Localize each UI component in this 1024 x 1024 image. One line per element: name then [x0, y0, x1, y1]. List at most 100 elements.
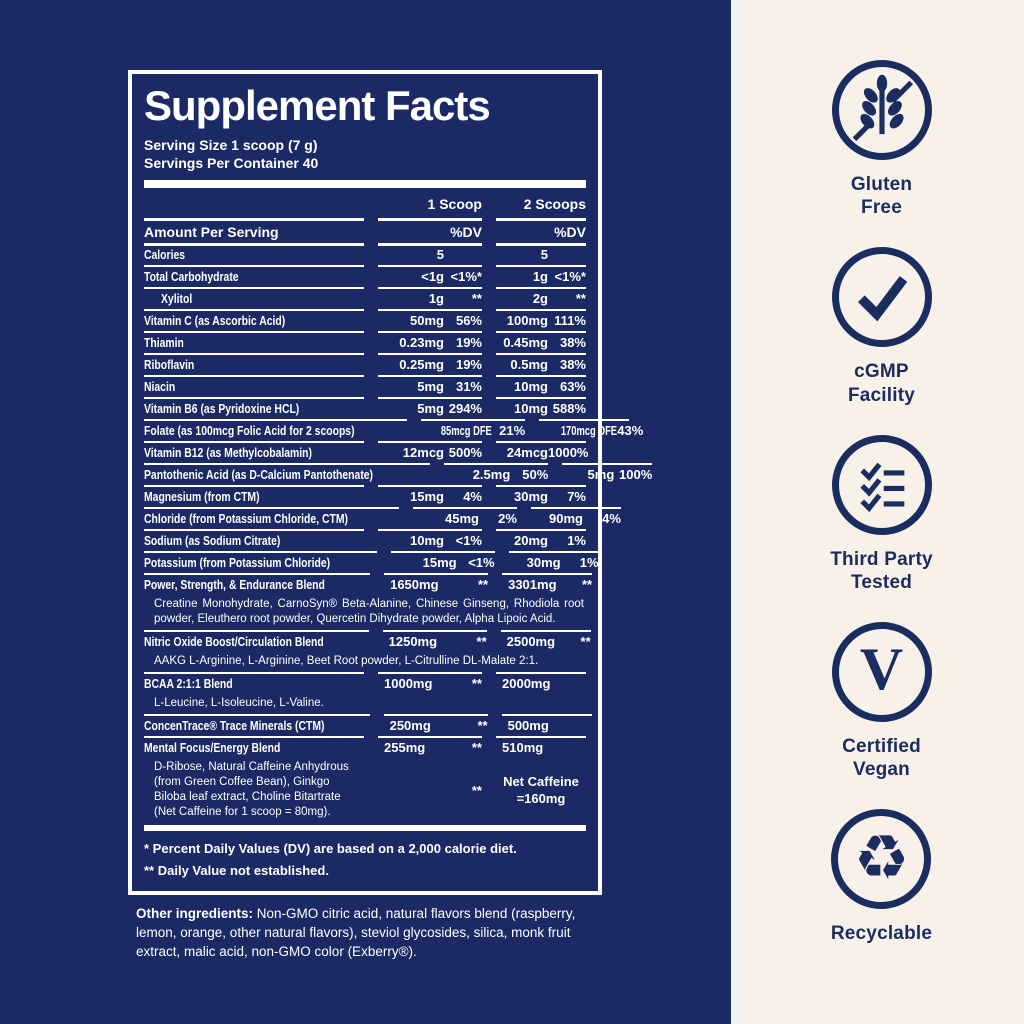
blend-row: Power, Strength, & Endurance Blend 1650m… — [144, 573, 593, 595]
scoop1-dv: ** — [471, 676, 482, 692]
scoop1-amount: 5 — [436, 247, 444, 263]
footnote-divider-bar — [144, 824, 586, 831]
scoop2-amount: 0.45mg — [503, 335, 548, 351]
blend-ingredients: AAKG L-Arginine, L-Arginine, Beet Root p… — [154, 655, 539, 668]
blend-group: Nitric Oxide Boost/Circulation Blend 125… — [144, 630, 591, 672]
scoop1-header: 1 Scoop — [427, 196, 482, 213]
amount-header-row: Amount Per Serving %DV %DV — [144, 218, 586, 247]
badge-label: cGMP Facility — [847, 361, 916, 406]
blend-rows: Power, Strength, & Endurance Blend 1650m… — [144, 573, 593, 822]
scoop2-dv: 7% — [567, 489, 586, 505]
blend-group: Mental Focus/Energy Blend 255mg ** 510mg … — [144, 736, 586, 822]
scoop1-dv: 19% — [455, 357, 482, 373]
blend-group: Power, Strength, & Endurance Blend 1650m… — [144, 573, 593, 630]
dv2-header: %DV — [496, 218, 586, 247]
badge-recyclable: ♻ Recyclable — [831, 809, 932, 945]
scoop1-dv: 19% — [455, 335, 482, 351]
nutrient-label: Riboflavin — [144, 357, 195, 373]
scoop2-amount: 100mg — [506, 313, 548, 329]
divider-strip — [731, 0, 739, 1024]
scoop1-dv: 21% — [499, 423, 526, 439]
nutrient-label: Pantothenic Acid (as D-Calcium Pantothen… — [144, 467, 374, 483]
nutrient-label: Sodium (as Sodium Citrate) — [144, 533, 281, 549]
scoop1-amount: <1g — [421, 269, 444, 285]
scoop1-dv: 294% — [448, 401, 482, 417]
supplement-facts-panel: Supplement Facts Serving Size 1 scoop (7… — [128, 70, 653, 895]
scoop1-dv: <1%* — [450, 269, 482, 285]
blend-label: BCAA 2:1:1 Blend — [144, 676, 233, 692]
badge-label: Third Party Tested — [830, 548, 933, 593]
scoop2-dv: 1% — [567, 533, 586, 549]
scoop1-dv: ** — [477, 718, 488, 734]
scoop2-header: 2 Scoops — [523, 196, 586, 213]
nutrient-label: Magnesium (from CTM) — [144, 489, 260, 505]
scoop1-dv: 2% — [498, 511, 517, 527]
blend-label: Nitric Oxide Boost/Circulation Blend — [144, 634, 324, 650]
scoop2-dv: 1000% — [548, 445, 589, 461]
badge-label: Certified Vegan — [842, 736, 921, 781]
blend-ingredients: Creatine Monohydrate, CarnoSyn® Beta-Ala… — [154, 598, 584, 626]
scoop2-dv: 1% — [579, 555, 599, 571]
scoop2-amount: 5mg — [587, 467, 615, 483]
table-row: Folate (as 100mcg Folic Acid for 2 scoop… — [144, 419, 643, 441]
nutrient-label: Potassium (from Potassium Chloride) — [144, 555, 331, 571]
blend-group: BCAA 2:1:1 Blend 1000mg ** 2000mg L-Leuci… — [144, 672, 586, 714]
scoop2-dv: 111% — [554, 313, 586, 329]
scoop1-dv: ** — [476, 634, 487, 650]
scoop1-dv: <1% — [468, 555, 495, 571]
scoop2-amount: 2500mg — [506, 634, 556, 650]
nutrient-label: Calories — [144, 247, 186, 263]
badge-certified-vegan: V Certified Vegan — [831, 622, 932, 781]
scoop2-dv: ** — [581, 577, 593, 593]
scoop2-amount: 1g — [532, 269, 548, 285]
scoop1-dv: <1% — [455, 533, 482, 549]
scoop1-amount: 85mcg DFE — [441, 423, 493, 439]
scoop2-amount: 510mg — [502, 740, 544, 756]
blend-row: ConcenTrace® Trace Minerals (CTM) 250mg *… — [144, 714, 592, 736]
scoop2-amount: 90mg — [549, 511, 583, 527]
servings-per-container: Servings Per Container 40 — [144, 155, 319, 172]
badge-label: Recyclable — [830, 923, 933, 945]
scoop1-amount: 5mg — [417, 401, 444, 417]
scoop2-dv: 43% — [617, 423, 644, 439]
vegan-v-icon: V — [831, 622, 932, 723]
scoop2-amount: 30mg — [514, 489, 548, 505]
serving-size: Serving Size 1 scoop (7 g) — [144, 137, 318, 154]
scoop2-amount: 170mcg DFE — [561, 423, 618, 439]
scoop2-amount: 0.5mg — [510, 357, 548, 373]
scoop2-dv: ** — [580, 634, 591, 650]
nutrient-label: Chloride (from Potassium Chloride, CTM) — [144, 511, 348, 527]
badge-cgmp-facility: cGMP Facility — [831, 247, 932, 406]
scoop2-amount: 2g — [532, 291, 548, 307]
table-row: Pantothenic Acid (as D-Calcium Pantothen… — [144, 463, 653, 485]
scoop1-amount: 50mg — [410, 313, 444, 329]
label-background: Supplement Facts Serving Size 1 scoop (7… — [128, 70, 653, 959]
table-row: Vitamin B12 (as Methylcobalamin) 12mcg 50… — [144, 441, 589, 463]
table-row: Xylitol 1g ** 2g ** — [144, 287, 586, 309]
scoop2-amount: 24mcg — [506, 445, 548, 461]
scoop1-dv: ** — [471, 740, 482, 756]
scoop1-dv: ** — [477, 577, 489, 593]
checklist-icon — [831, 434, 932, 535]
table-row: Vitamin B6 (as Pyridoxine HCL) 5mg 294% 1… — [144, 397, 586, 419]
net-caffeine-row: D-Ribose, Natural Caffeine Anhydrous (fr… — [144, 759, 586, 822]
scoop1-dv: 4% — [463, 489, 482, 505]
scoop2-amount: 10mg — [514, 401, 548, 417]
blend-ingredients: L-Leucine, L-Isoleucine, L-Valine. — [154, 697, 324, 710]
scoop1-amount: 0.25mg — [399, 357, 444, 373]
table-row: Potassium (from Potassium Chloride) 15mg… — [144, 551, 599, 573]
blend-group: ConcenTrace® Trace Minerals (CTM) 250mg *… — [144, 714, 592, 736]
scoop2-amount: 20mg — [514, 533, 548, 549]
thick-divider-bar — [144, 180, 586, 189]
table-row: Total Carbohydrate <1g <1%* 1g <1%* — [144, 265, 586, 287]
table-row: Riboflavin 0.25mg 19% 0.5mg 38% — [144, 353, 586, 375]
table-row: Sodium (as Sodium Citrate) 10mg <1% 20mg 1… — [144, 529, 586, 551]
scoop2-dv: 38% — [559, 335, 586, 351]
scoop1-dv: 31% — [455, 379, 482, 395]
footnote-dv: * Percent Daily Values (DV) are based on… — [144, 840, 517, 856]
scoop1-dv: 500% — [448, 445, 482, 461]
scoop2-dv: 38% — [559, 357, 586, 373]
dv1-header: %DV — [378, 218, 482, 247]
scoop1-amount: 2.5mg — [472, 467, 511, 483]
scoop1-amount: 0.23mg — [399, 335, 444, 351]
